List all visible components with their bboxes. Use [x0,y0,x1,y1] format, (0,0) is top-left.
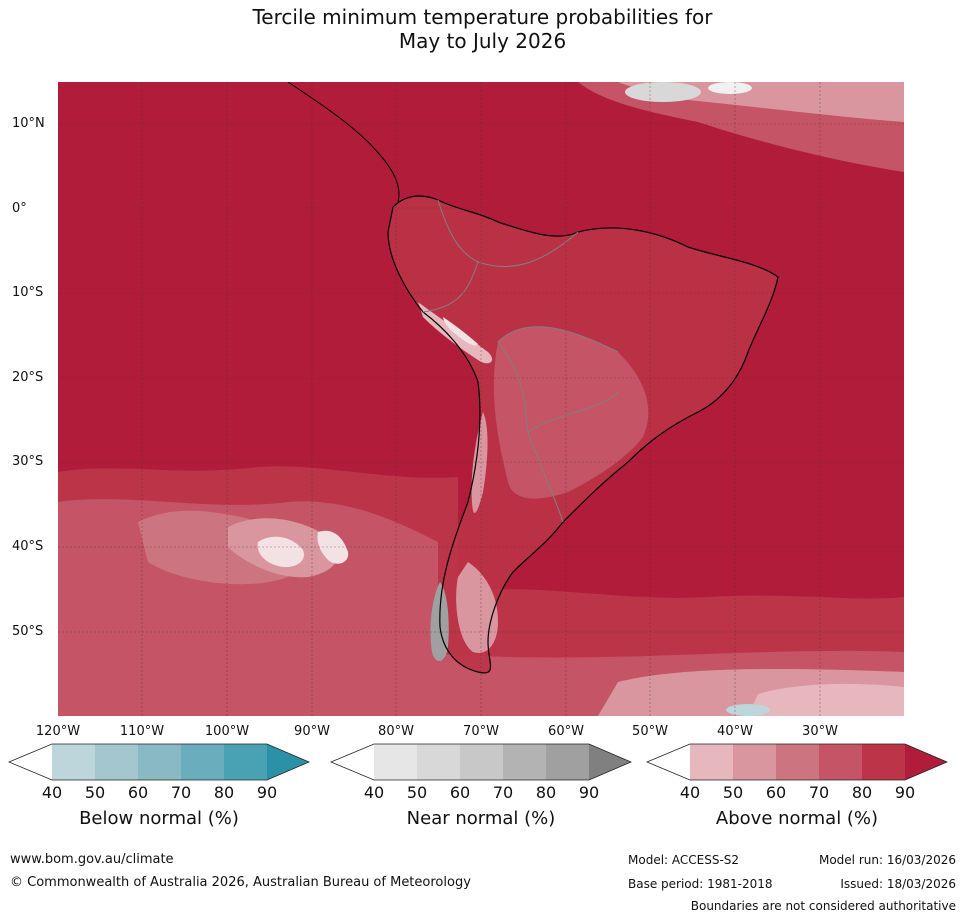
model-run-label: Model run: 16/03/2026 [818,853,956,867]
cb-below-outline [8,743,310,781]
region-pacific-patch-white-2 [317,530,349,564]
cb-near-tick: 60 [449,783,471,802]
region-patagonia [456,562,498,653]
cb-above-tick: 80 [851,783,873,802]
cb-above-seg-3 [776,744,819,780]
central-america-coast [287,82,400,203]
cb-near-tick: 40 [363,783,385,802]
lat-label: 50°S [12,624,44,639]
cb-above-seg-0 [647,744,690,780]
cb-above-tick: 50 [722,783,744,802]
cb-above-tick: 60 [765,783,787,802]
colorbar-near-normal [330,743,632,781]
cb-above-seg-2 [733,744,776,780]
cb-near-seg-6 [589,744,631,780]
cb-above-seg-1 [690,744,733,780]
cb-above-tick: 90 [894,783,916,802]
region-far-south-lighter [748,683,904,716]
map-svg [58,82,904,716]
map-title-line2: May to July 2026 [398,29,567,53]
region-central-land [493,326,649,499]
colorbar-title-near: Near normal (%) [406,808,556,829]
cb-below-seg-3 [138,744,181,780]
lat-label: 40°S [12,539,44,554]
country-borders [422,199,619,523]
cb-below-tick: 70 [170,783,192,802]
cb-near-tick: 70 [492,783,514,802]
lat-label: 30°S [12,454,44,469]
lon-label: 60°W [548,724,584,739]
lon-label: 110°W [119,724,165,739]
lat-label: 0° [12,201,27,216]
colorbar-title-below: Below normal (%) [79,808,239,829]
cb-below-seg-0 [9,744,52,780]
base-period-label: Base period: 1981-2018 [628,877,773,891]
cb-below-tick: 50 [84,783,106,802]
cb-above-seg-6 [905,744,947,780]
cb-above-outline [646,743,948,781]
cb-above-tick: 70 [808,783,830,802]
lon-label: 100°W [204,724,250,739]
issued-label: Issued: 18/03/2026 [840,877,956,891]
lon-label: 90°W [294,724,330,739]
cb-below-tick: 90 [256,783,278,802]
cb-below-seg-4 [181,744,224,780]
cb-near-outline [330,743,632,781]
region-pacific-patch-white [257,536,304,568]
colorbar-title-above: Above normal (%) [715,808,879,829]
lon-label: 40°W [717,724,753,739]
cb-below-tick: 60 [127,783,149,802]
graticule [58,82,904,716]
colorbar-above-normal [646,743,948,781]
cb-near-tick: 50 [406,783,428,802]
cb-below-seg-2 [95,744,138,780]
lon-label: 80°W [378,724,414,739]
cb-near-seg-1 [374,744,417,780]
cb-above-seg-4 [819,744,862,780]
probability-map [58,82,904,716]
lon-label: 120°W [35,724,81,739]
cb-below-seg-5 [224,744,267,780]
lon-label: 30°W [802,724,838,739]
disclaimer-text: Boundaries are not considered authoritat… [690,899,956,913]
cb-near-seg-4 [503,744,546,780]
map-title-line1: Tercile minimum temperature probabilitie… [252,5,713,29]
region-below-normal-patch [726,704,770,716]
copyright-text: © Commonwealth of Australia 2026, Austra… [10,875,471,890]
region-andes-patch-white [443,317,478,346]
cb-near-seg-5 [546,744,589,780]
cb-near-tick: 80 [535,783,557,802]
region-near-normal-patch [625,82,701,102]
cb-below-seg-1 [52,744,95,780]
lat-label: 10°N [12,116,45,131]
lon-label: 50°W [632,724,668,739]
lat-label: 10°S [12,285,44,300]
cb-near-tick: 90 [578,783,600,802]
cb-below-tick: 40 [41,783,63,802]
cb-below-tick: 80 [213,783,235,802]
cb-above-seg-5 [862,744,905,780]
model-label: Model: ACCESS-S2 [628,853,740,867]
region-near-normal-patch-light [708,82,752,94]
cb-below-seg-6 [267,744,309,780]
cb-above-tick: 40 [679,783,701,802]
coastline [387,195,779,674]
colorbar-below-normal [8,743,310,781]
cb-near-seg-0 [331,744,374,780]
region-andes-south-patch [471,412,488,513]
website-link[interactable]: www.bom.gov.au/climate [10,852,174,867]
lon-label: 70°W [463,724,499,739]
cb-near-seg-3 [460,744,503,780]
lat-label: 20°S [12,370,44,385]
cb-near-seg-2 [417,744,460,780]
